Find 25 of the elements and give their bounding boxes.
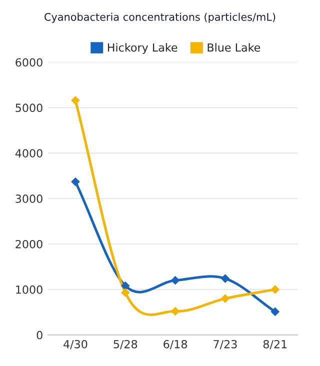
point (121, 282, 130, 290)
y-tick-label: 2000 (16, 240, 42, 248)
y-tick-label: 3000 (16, 194, 42, 203)
x-tick-label: 6/18 (164, 340, 188, 350)
point (71, 96, 80, 105)
x-tick-label: 4/30 (64, 340, 88, 350)
legend-label: Hickory Lake (108, 43, 178, 54)
x-tick-label: 5/28 (114, 340, 138, 350)
point (171, 307, 180, 316)
y-tick-label: 4000 (15, 149, 42, 158)
point (221, 274, 230, 283)
point (221, 294, 230, 303)
y-tick-label: 1000 (16, 285, 42, 294)
point (171, 276, 180, 284)
point (121, 288, 130, 297)
y-tick-label: 6000 (16, 58, 42, 67)
y-tick-label: 0 (36, 330, 42, 340)
point (271, 285, 280, 294)
legend-label: Blue Lake (208, 43, 260, 52)
x-tick-label: 8/21 (263, 340, 287, 350)
y-tick-label: 5000 (16, 104, 42, 112)
chart-title: Cyanobacteria concentrations (particles/mL) (44, 12, 276, 23)
x-tick-label: 7/23 (214, 340, 237, 350)
point (271, 308, 280, 316)
point (71, 178, 80, 186)
